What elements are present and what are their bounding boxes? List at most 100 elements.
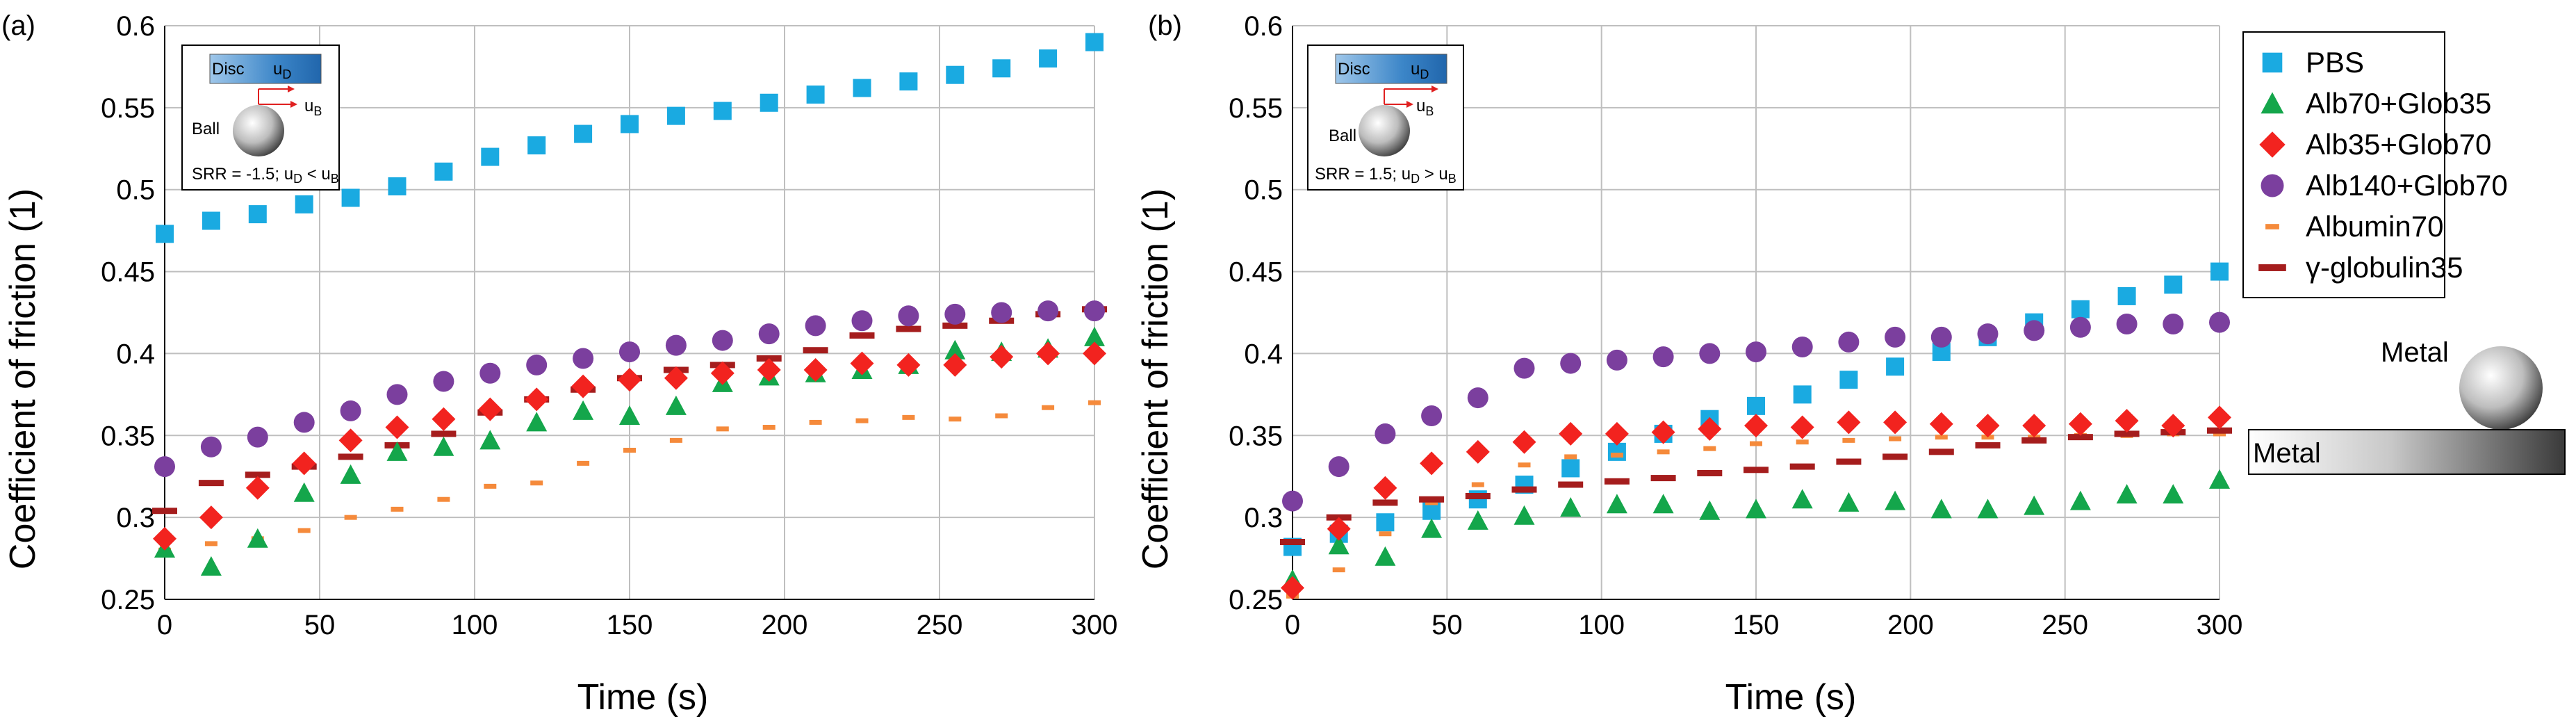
panel-b-x-tick-labels: 0 50 100 150 200 250 300 [1285,610,2243,640]
point-alb35-glob70 [896,353,921,377]
panel-b-data-marks [1280,262,2232,600]
y-tick-label: 0.5 [116,175,155,206]
ball-label: Ball [192,120,220,138]
point-alb35-glob70 [432,407,456,431]
point-alb140-glob70 [1699,343,1721,364]
disc-arrow-head [1431,86,1438,92]
x-tick-label: 150 [1733,610,1780,640]
point-pbs [713,102,732,120]
point-alb35-glob70 [571,374,596,398]
legend-marker-albumin70 [2265,224,2279,229]
metal-contact-schematic: Metal Metal [2248,337,2566,475]
point-alb70-glob35 [479,430,501,450]
point-alb70-glob35 [944,339,966,359]
point-albumin70 [1796,439,1809,445]
panel-a-axes [164,26,1094,600]
legend-label: Albumin70 [2306,210,2443,243]
legend-item-pbs: PBS [2262,46,2364,79]
point-alb35-glob70 [1420,451,1444,476]
point-alb35-glob70 [1036,341,1060,366]
point-albumin70 [204,541,218,547]
disc-arrow-head [288,86,295,92]
disc-velocity-label: uD [1411,60,1429,81]
point-albumin70 [1657,449,1670,455]
panel-a-data-marks [152,33,1107,576]
panel-a-y-tick-labels: 0.25 0.3 0.35 0.4 0.45 0.5 0.55 0.6 [101,11,155,615]
point-globulin35 [2114,430,2140,437]
point-albumin70 [530,480,543,486]
point-alb140-glob70 [1467,387,1488,409]
point-pbs [1039,49,1058,68]
panel-a-y-axis-title: Coefficient of friction (1) [3,188,43,569]
metal-plate-label: Metal [2253,438,2321,469]
point-pbs [202,211,220,230]
panel-a-x-tick-labels: 0 50 100 150 200 250 300 [157,610,1118,640]
point-pbs [1085,33,1104,51]
point-alb70-glob35 [200,556,222,576]
point-alb70-glob35 [1930,499,1952,519]
legend-label: γ-globulin35 [2306,251,2463,284]
point-pbs [2164,275,2183,294]
series-alb70-glob35 [1282,469,2230,589]
point-alb35-glob70 [478,397,502,421]
point-albumin70 [1471,482,1484,487]
point-alb35-glob70 [1559,421,1583,446]
point-pbs [992,59,1011,78]
disc-velocity-label: uD [273,60,291,81]
panel-a-inset-diagram: Disc uD uB Ball SRR = -1.5; uD < uB [181,45,340,191]
point-alb140-glob70 [1513,357,1535,379]
metal-plate-shape [2248,429,2566,475]
legend-items: PBS Alb70+Glob35 Alb35+Glob70 Alb140+Glob70… [2258,46,2508,284]
point-albumin70 [995,413,1008,419]
point-globulin35 [1372,499,1398,506]
point-albumin70 [1889,436,1902,442]
point-globulin35 [2207,427,2232,434]
point-globulin35 [1280,539,1305,545]
point-globulin35 [152,508,177,515]
point-alb35-glob70 [525,387,549,412]
point-alb35-glob70 [803,358,828,382]
point-albumin70 [716,426,729,432]
point-alb35-glob70 [618,368,641,392]
point-pbs [1561,459,1580,478]
legend-frame [2242,31,2445,298]
point-alb140-glob70 [2116,314,2138,334]
point-alb35-glob70 [664,366,688,390]
point-globulin35 [1604,478,1630,485]
point-albumin70 [809,419,822,425]
point-alb35-glob70 [2068,412,2092,436]
point-albumin70 [1425,500,1438,505]
point-albumin70 [577,460,590,466]
point-alb140-glob70 [386,384,408,405]
legend-marker-alb140-glob70 [2261,174,2284,197]
point-alb70-glob35 [1885,490,1906,510]
point-pbs [621,115,639,134]
point-albumin70 [437,496,450,502]
y-tick-label: 0.25 [1229,585,1283,615]
point-pbs [760,93,778,112]
legend-label: Alb140+Glob70 [2306,169,2508,202]
point-alb140-glob70 [433,371,454,392]
point-alb140-glob70 [991,302,1012,323]
point-alb70-glob35 [526,412,548,432]
point-albumin70 [391,506,404,512]
y-tick-label: 0.3 [116,503,155,533]
disc-shape [209,54,322,84]
y-tick-label: 0.3 [1244,503,1283,533]
y-tick-label: 0.35 [101,421,155,451]
point-globulin35 [1975,442,2001,448]
point-alb140-glob70 [1746,341,1766,363]
point-alb140-glob70 [758,323,780,345]
point-albumin70 [949,416,962,422]
point-alb70-glob35 [1838,492,1860,512]
point-pbs [527,136,546,155]
point-alb140-glob70 [1421,405,1443,426]
point-alb140-glob70 [712,330,733,351]
disc-label: Disc [212,60,245,79]
series-alb35-glob70 [1281,405,2231,600]
point-alb140-glob70 [805,315,826,337]
point-globulin35 [2021,437,2047,444]
point-alb140-glob70 [2069,316,2091,338]
point-alb70-glob35 [1606,494,1627,514]
